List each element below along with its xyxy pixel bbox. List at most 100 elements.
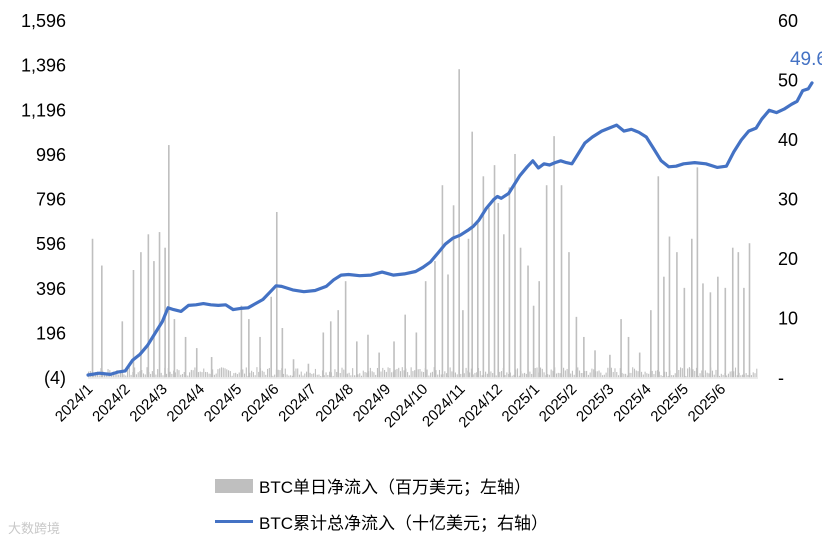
bar [550, 369, 552, 378]
bar [206, 372, 208, 378]
bar [485, 371, 487, 378]
bars-series [88, 69, 758, 378]
bar [248, 319, 250, 378]
bar [336, 371, 338, 378]
bar [378, 352, 380, 378]
bar [626, 375, 628, 378]
bar [648, 373, 650, 378]
left-axis-ticks: 1,596 1,396 1,196 996 796 596 396 196 (4) [21, 11, 66, 388]
bar [692, 369, 694, 378]
bar [683, 287, 686, 378]
bar [231, 375, 233, 378]
bar [199, 371, 201, 378]
bar [519, 247, 522, 378]
x-axis-ticks: 2024/12024/22024/32024/42024/52024/62024… [52, 381, 729, 431]
left-tick-label: 396 [36, 279, 66, 299]
bar [633, 368, 636, 378]
bar [612, 371, 614, 378]
bar [364, 372, 366, 378]
bar [407, 372, 409, 378]
x-tick-label: 2025/3 [573, 381, 617, 425]
bar [752, 372, 754, 378]
right-axis-ticks: 60 50 40 30 20 10 - [778, 11, 798, 388]
bar [479, 370, 481, 378]
bar [701, 370, 703, 378]
bar [527, 265, 529, 378]
bar [389, 368, 391, 378]
bar [506, 372, 508, 378]
bar [382, 367, 384, 378]
bar [332, 375, 334, 378]
bar [288, 375, 290, 378]
bar [596, 371, 598, 378]
bar [511, 375, 513, 378]
right-tick-label: 50 [778, 71, 798, 91]
bar [715, 369, 717, 378]
bar [430, 372, 432, 378]
left-tick-label: 1,596 [21, 11, 66, 31]
bar [650, 310, 652, 378]
bar [385, 371, 387, 378]
bar [717, 276, 719, 378]
bar [290, 375, 292, 378]
bar [267, 368, 269, 378]
bar [539, 367, 542, 378]
bar [410, 367, 412, 378]
bar [435, 370, 437, 378]
bar [403, 370, 405, 378]
bar [522, 373, 524, 378]
bar [254, 375, 256, 378]
bar [180, 374, 182, 378]
bar [708, 373, 710, 378]
bar [454, 372, 457, 378]
bar [495, 375, 497, 378]
bar [210, 357, 213, 378]
left-tick-label: (4) [44, 368, 66, 388]
bar [352, 368, 354, 378]
bar [516, 368, 519, 378]
bar [178, 370, 180, 378]
bar [513, 374, 515, 378]
bar [467, 238, 470, 378]
bar [609, 354, 611, 378]
bar [153, 261, 155, 378]
bar [282, 373, 285, 378]
bar [224, 368, 226, 378]
bar [651, 370, 653, 378]
bar [126, 367, 129, 378]
bar [635, 370, 637, 378]
bar [118, 374, 120, 378]
bar [401, 367, 403, 378]
bar [322, 332, 325, 378]
bar [638, 352, 641, 378]
bar [625, 373, 627, 378]
bar [706, 372, 708, 378]
bar [226, 369, 228, 378]
bar [270, 296, 272, 378]
bar [685, 375, 687, 378]
bar [176, 369, 178, 378]
legend-bars: BTC单日净流入（百万美元；左轴） [215, 473, 531, 498]
bar [367, 334, 369, 378]
bar [720, 373, 722, 378]
bar [488, 207, 490, 378]
bar [462, 310, 464, 378]
bar [426, 369, 428, 378]
bar [737, 252, 740, 378]
left-tick-label: 596 [36, 234, 66, 254]
bar [219, 368, 221, 378]
bar [329, 371, 331, 378]
bar [734, 367, 737, 378]
bar [359, 373, 361, 378]
bar [297, 368, 299, 378]
bar [316, 374, 318, 378]
x-tick-label: 2025/2 [536, 381, 580, 425]
right-tick-label: 10 [778, 309, 798, 329]
bar [130, 374, 132, 378]
bar [570, 373, 572, 378]
bar [668, 236, 671, 378]
bar [474, 372, 476, 378]
bar [318, 374, 320, 378]
bar [98, 375, 100, 378]
